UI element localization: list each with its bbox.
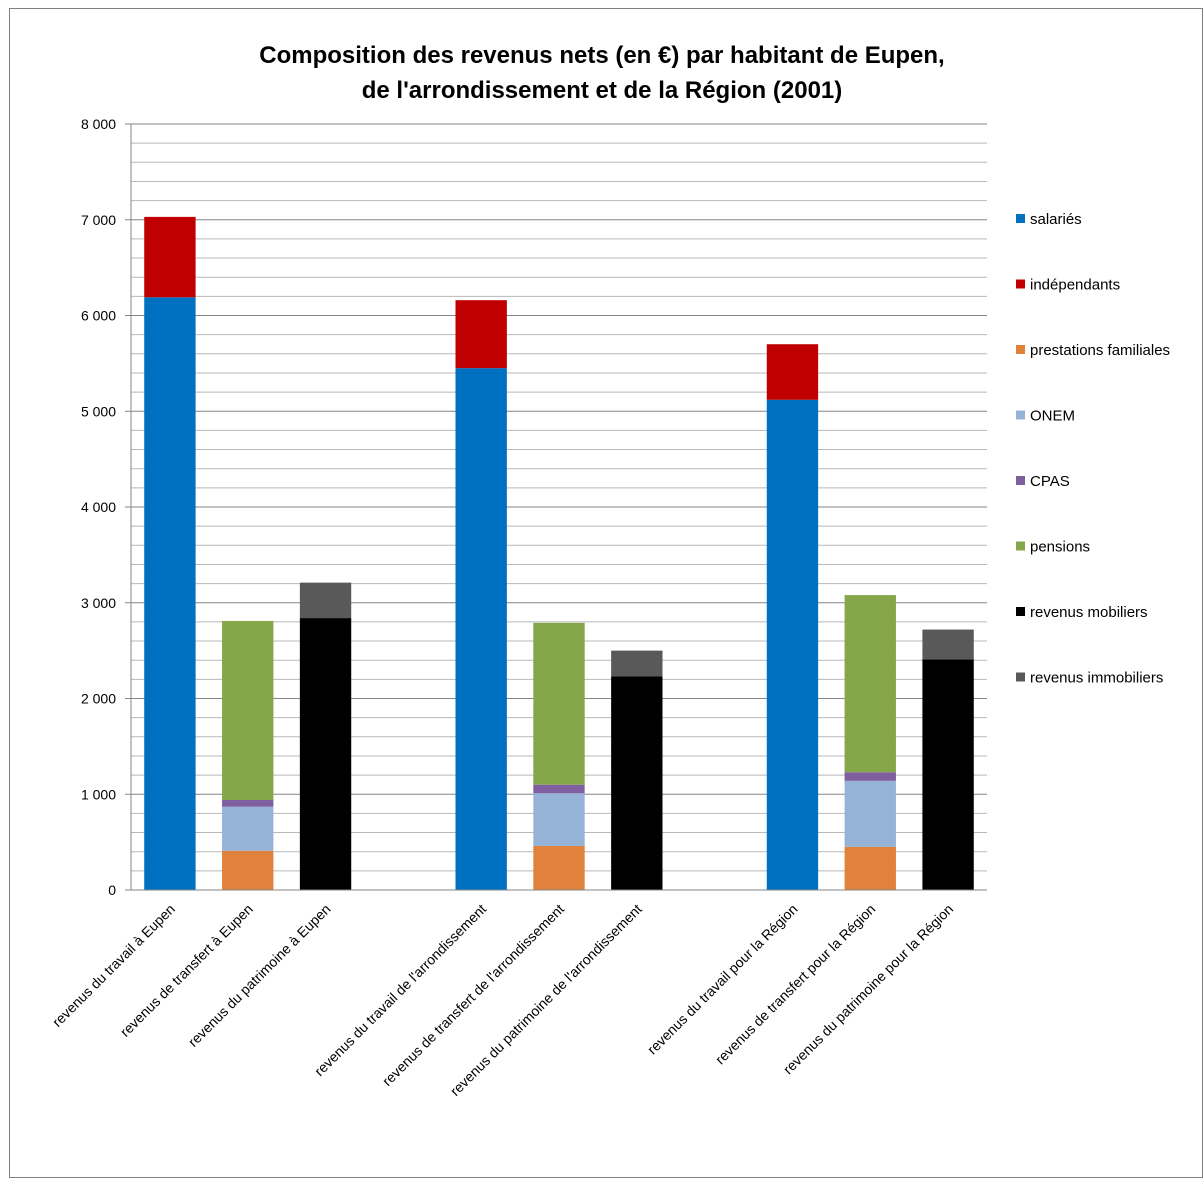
legend-label-revenus-mobiliers: revenus mobiliers [1030,604,1148,621]
legend-label-pensions: pensions [1030,539,1090,556]
bar-independants [455,300,507,369]
chart-title-line-2: de l'arrondissement et de la Région (200… [361,77,843,104]
bar-cpas [844,772,896,781]
bar-onem [222,806,274,851]
bar-cpas [222,799,274,807]
bar-salaries [455,368,507,891]
chart-title: Composition des revenus nets (en €) par … [0,38,1204,108]
bar-onem [844,780,896,847]
bar-revenus-immobiliers [299,582,352,619]
chart-title-line-1: Composition des revenus nets (en €) par … [259,42,945,69]
bar-independants [766,344,819,400]
y-tick-label: 0 [108,882,116,898]
bar-prestations-familiales [844,846,896,890]
category-label: revenus de transfert pour la Région [712,901,879,1068]
legend-label-independants: indépendants [1030,277,1120,294]
y-tick-label: 2 000 [81,691,116,707]
legend-swatch-pensions [1016,541,1025,551]
y-tick-label: 7 000 [81,212,116,228]
bar-prestations-familiales [222,850,274,890]
y-tick-label: 4 000 [81,499,116,515]
bar-pensions [533,622,585,785]
legend-swatch-prestations-familiales [1016,345,1025,354]
category-label: revenus du travail à Eupen [49,901,178,1030]
y-tick-label: 6 000 [81,308,116,324]
bar-onem [533,793,585,846]
bar-salaries [144,297,196,890]
y-tick-label: 3 000 [81,595,116,611]
chart-frame [9,8,1203,1178]
legend-swatch-revenus-mobiliers [1016,607,1025,616]
legend-label-cpas: CPAS [1030,473,1070,490]
legend-swatch-revenus-immobiliers [1016,672,1025,682]
bar-pensions [222,620,274,800]
legend-label-prestations-familiales: prestations familiales [1030,342,1170,359]
category-label: revenus du travail pour la Région [644,901,801,1058]
category-label: revenus de transfert à Eupen [117,901,256,1040]
y-tick-label: 8 000 [81,116,116,132]
bar-revenus-immobiliers [611,650,663,677]
bar-pensions [844,595,896,773]
bar-independants [144,216,196,298]
bar-revenus-mobiliers [299,618,352,890]
bar-revenus-mobiliers [922,659,974,890]
category-label: revenus du travail de l'arrondissement [311,901,489,1079]
bar-salaries [766,399,819,890]
y-tick-label: 5 000 [81,403,116,419]
bar-revenus-mobiliers [611,676,663,890]
legend: salariés indépendants prestations familial… [1016,211,1170,687]
bars [144,216,974,891]
legend-swatch-independants [1016,279,1025,289]
legend-label-onem: ONEM [1030,408,1075,425]
bar-prestations-familiales [533,845,585,890]
bar-cpas [533,784,585,794]
legend-swatch-onem [1016,410,1025,420]
y-axis-tick-labels: 0 1 000 2 000 3 000 4 000 5 000 6 000 7 000 8 00… [81,116,116,898]
y-tick-label: 1 000 [81,786,116,802]
legend-label-salaries: salariés [1030,211,1082,228]
legend-swatch-salaries [1016,214,1025,223]
axes [125,123,987,891]
legend-label-revenus-immobiliers: revenus immobiliers [1030,670,1163,687]
category-label: revenus du patrimoine à Eupen [185,901,334,1050]
category-label: revenus du patrimoine pour la Région [780,901,956,1077]
legend-swatch-cpas [1016,476,1025,485]
bar-revenus-immobiliers [922,629,974,660]
